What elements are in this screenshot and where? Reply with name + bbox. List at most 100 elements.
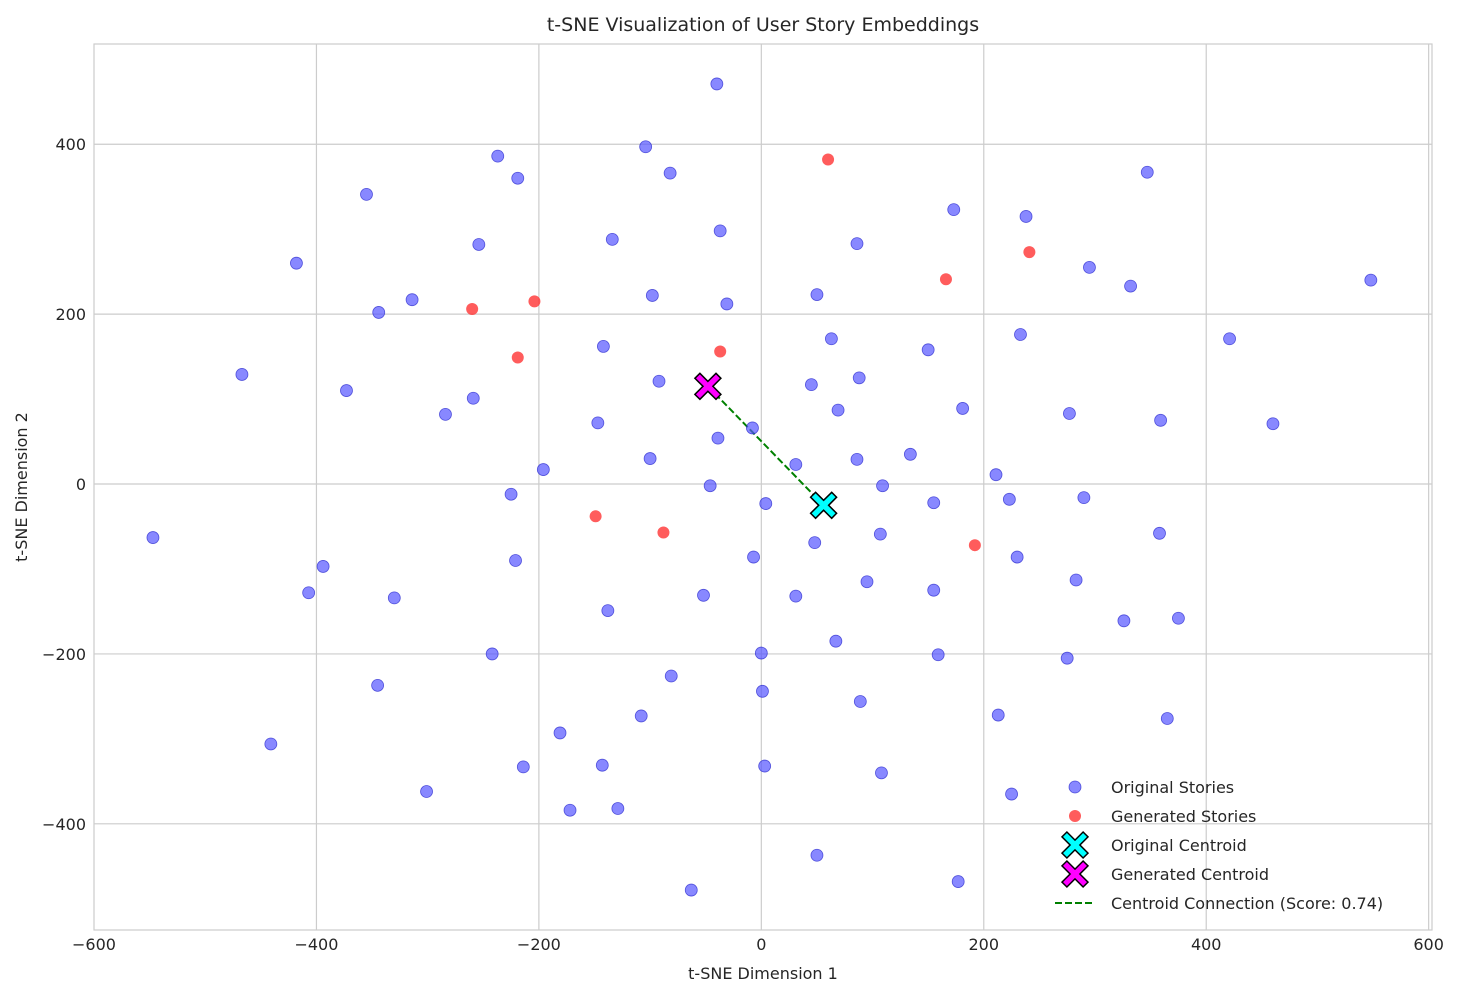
generated-centroid-marker: [693, 372, 722, 401]
generated-story-point: [511, 351, 524, 364]
original-story-point: [720, 297, 734, 311]
original-story-point: [596, 340, 610, 353]
original-story-point: [1077, 491, 1091, 505]
original-story-point: [927, 583, 941, 597]
original-story-point: [1005, 787, 1018, 801]
original-story-point: [1019, 210, 1033, 223]
original-story-point: [316, 560, 330, 573]
original-story-point: [1010, 550, 1024, 564]
original-story-point: [591, 416, 605, 430]
original-story-point: [831, 403, 845, 417]
generated-story-point: [822, 153, 835, 166]
original-story-point: [472, 238, 486, 251]
chart-title: t-SNE Visualization of User Story Embedd…: [547, 14, 979, 36]
original-story-point: [1069, 573, 1083, 587]
original-story-point: [643, 452, 657, 465]
original-story-point: [697, 588, 710, 602]
original-story-point: [829, 634, 843, 648]
original-story-point: [711, 431, 725, 445]
legend-label: Generated Centroid: [1111, 865, 1269, 884]
original-story-point: [989, 468, 1003, 482]
original-story-point: [852, 371, 866, 385]
original-story-point: [553, 726, 567, 740]
original-story-point: [1223, 332, 1236, 346]
original-story-point: [747, 550, 760, 564]
generated-story-point: [466, 303, 479, 316]
original-story-point: [710, 77, 724, 91]
original-story-point: [371, 678, 385, 692]
legend-label: Original Stories: [1111, 778, 1234, 797]
y-tick-label: 200: [55, 305, 86, 324]
original-story-point: [804, 378, 818, 392]
connection-layer: [707, 385, 825, 506]
legend-label: Generated Stories: [1111, 807, 1256, 826]
original-story-point: [1014, 328, 1027, 341]
original-story-point: [595, 758, 609, 772]
original-story-point: [611, 802, 625, 815]
x-tick-label: 0: [756, 935, 766, 954]
y-axis-label: t-SNE Dimension 2: [12, 412, 31, 562]
legend-marker: [1069, 810, 1081, 822]
original-story-point: [439, 407, 452, 421]
original-story-point: [1124, 279, 1137, 293]
original-story-point: [235, 368, 249, 381]
original-story-point: [652, 374, 666, 388]
original-story-point: [1083, 261, 1096, 274]
original-story-point: [663, 166, 677, 180]
y-tick-label: −400: [42, 815, 86, 834]
legend-item-original-centroid: Original Centroid: [1060, 830, 1247, 860]
original-story-point: [754, 646, 768, 660]
original-story-point: [1266, 417, 1280, 431]
original-story-point: [1364, 273, 1378, 287]
original-story-point: [789, 589, 803, 603]
x-tick-labels: −600 −400 −200 0 200 400 600: [72, 935, 1444, 954]
original-story-point: [808, 536, 822, 550]
y-tick-label: 0: [76, 475, 86, 494]
legend: Original Stories Generated Stories Origina…: [1055, 778, 1383, 913]
original-story-point: [956, 402, 970, 415]
legend-label: Centroid Connection (Score: 0.74): [1111, 894, 1383, 913]
original-story-point: [810, 848, 824, 862]
original-story-point: [789, 458, 803, 471]
original-story-point: [903, 447, 917, 461]
x-tick-label: 600: [1413, 935, 1444, 954]
y-tick-labels: −400 −200 0 200 400: [42, 135, 86, 834]
original-story-point: [1154, 413, 1168, 427]
original-story-point: [853, 695, 867, 708]
original-story-point: [387, 591, 401, 605]
original-story-point: [290, 256, 303, 270]
original-story-point: [850, 452, 864, 466]
original-story-point: [302, 586, 316, 600]
original-story-point: [947, 203, 961, 217]
original-story-point: [703, 479, 717, 493]
original-story-point: [759, 497, 773, 510]
original-story-point: [758, 759, 772, 773]
original-story-point: [825, 332, 838, 346]
x-axis-label: t-SNE Dimension 1: [688, 964, 838, 983]
legend-item-generated-centroid: Generated Centroid: [1060, 859, 1269, 889]
original-story-point: [340, 384, 353, 397]
original-story-point: [1002, 492, 1016, 506]
original-story-point: [1140, 165, 1154, 179]
original-story-point: [664, 669, 678, 683]
original-story-point: [360, 187, 373, 201]
original-story-point: [504, 487, 518, 501]
legend-marker: [1060, 830, 1090, 860]
original-story-point: [921, 343, 935, 357]
original-story-point: [516, 760, 530, 774]
original-story-point: [756, 684, 769, 698]
original-story-point: [645, 289, 659, 302]
original-story-point: [485, 647, 499, 661]
legend-marker: [1068, 780, 1082, 794]
original-story-point: [684, 883, 698, 897]
original-story-point: [1160, 712, 1174, 725]
original-story-point: [601, 604, 615, 617]
original-story-point: [1172, 611, 1185, 625]
original-story-point: [372, 306, 386, 319]
original-story-point: [810, 288, 824, 301]
original-story-point: [713, 224, 727, 238]
generated-story-point: [968, 539, 981, 552]
original-story-point: [563, 803, 577, 817]
original-story-point: [405, 293, 419, 307]
